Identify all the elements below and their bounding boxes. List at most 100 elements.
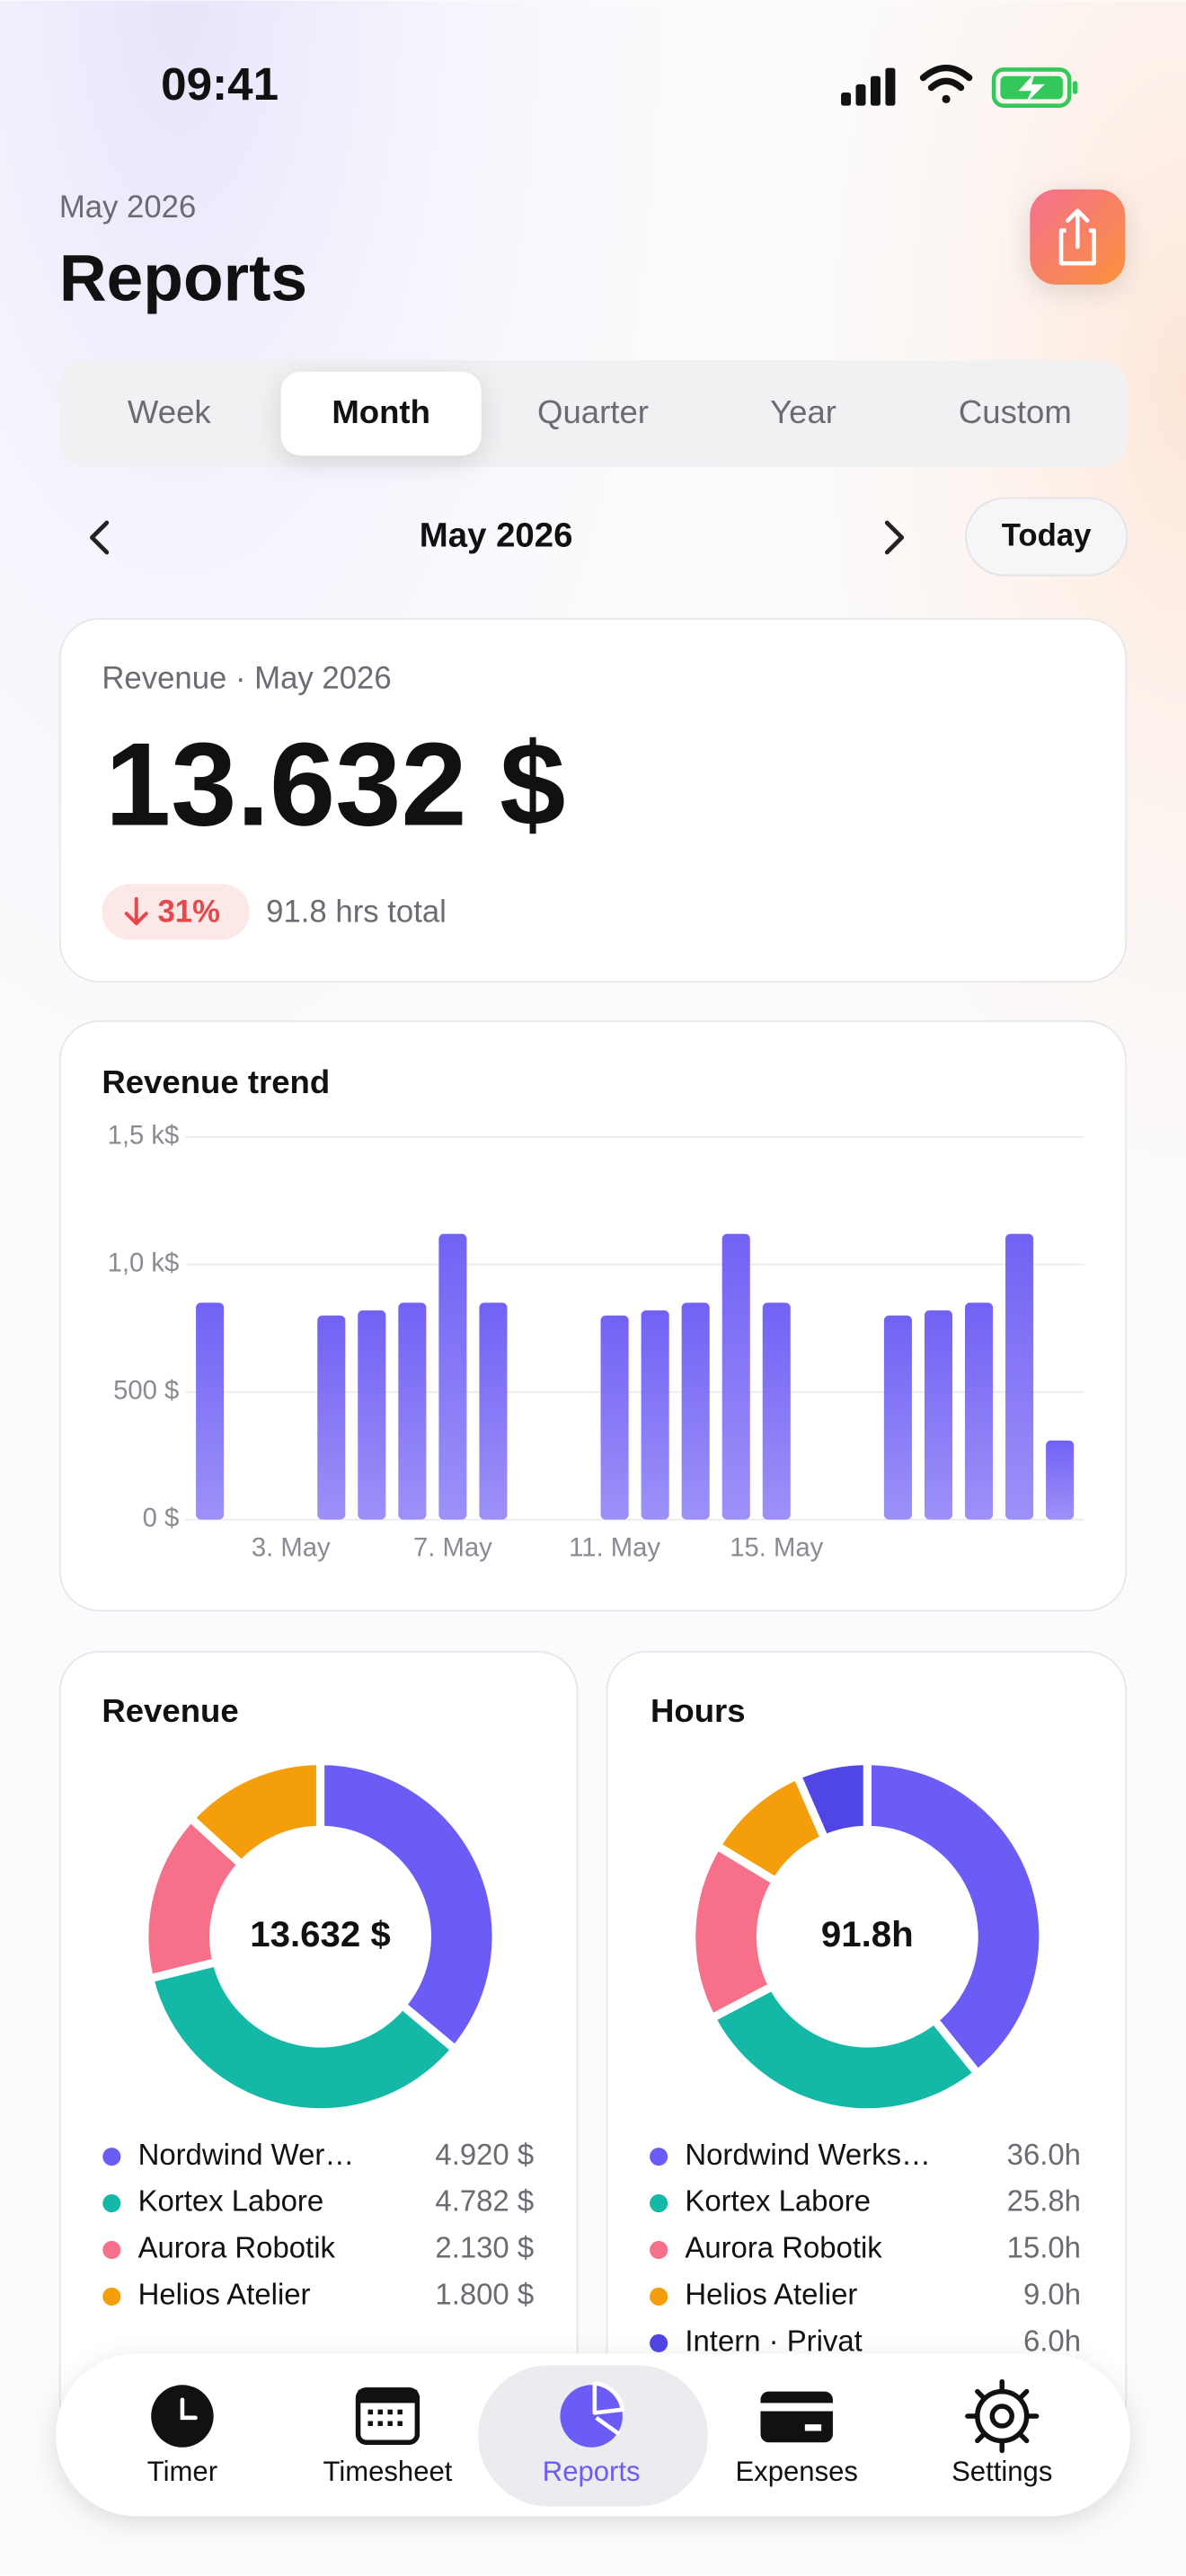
bar bbox=[964, 1302, 994, 1520]
x-tick-label: 15. May bbox=[730, 1533, 823, 1562]
header-subtitle: May 2026 bbox=[59, 190, 196, 225]
settings-icon[interactable] bbox=[965, 2378, 1040, 2454]
donut-center-label: 13.632 $ bbox=[250, 1914, 391, 1954]
y-tick-label: 0 $ bbox=[143, 1504, 180, 1533]
donut-segment bbox=[707, 1981, 982, 2117]
legend-marker bbox=[102, 2287, 121, 2306]
timer-icon[interactable] bbox=[151, 2385, 214, 2448]
legend-label: Aurora Robotik bbox=[685, 2231, 882, 2264]
donut-title: Revenue bbox=[102, 1692, 238, 1729]
trend-title: Revenue trend bbox=[102, 1063, 330, 1100]
tab-label[interactable]: Reports bbox=[543, 2456, 641, 2487]
y-tick-label: 1,5 k$ bbox=[108, 1122, 180, 1151]
status-time: 09:41 bbox=[161, 58, 279, 110]
bar bbox=[196, 1302, 225, 1520]
expenses-icon[interactable] bbox=[760, 2391, 833, 2443]
tab-label[interactable]: Expenses bbox=[735, 2456, 857, 2487]
bar bbox=[1005, 1233, 1034, 1520]
y-tick-label: 500 $ bbox=[113, 1377, 179, 1406]
legend-label: Aurora Robotik bbox=[138, 2231, 336, 2264]
bar bbox=[762, 1302, 791, 1520]
period-tab[interactable]: Year bbox=[770, 393, 836, 430]
legend-marker bbox=[650, 2194, 668, 2213]
legend-value: 4.782 $ bbox=[435, 2184, 534, 2218]
donut-segment bbox=[863, 1756, 1048, 2078]
summary-card bbox=[58, 618, 1128, 983]
donut-segment bbox=[186, 1756, 325, 1869]
donut-title: Hours bbox=[651, 1692, 746, 1729]
donut-segment bbox=[145, 1957, 460, 2117]
legend-marker bbox=[650, 2287, 668, 2306]
legend-label: Nordwind Werks… bbox=[685, 2138, 931, 2171]
bar bbox=[1046, 1440, 1075, 1520]
reports-icon[interactable] bbox=[560, 2381, 625, 2448]
today-button[interactable] bbox=[965, 497, 1128, 577]
summary-caption: Revenue · May 2026 bbox=[102, 662, 391, 696]
battery-icon bbox=[991, 67, 1078, 108]
down-arrow bbox=[124, 896, 148, 926]
legend-value: 2.130 $ bbox=[435, 2231, 534, 2264]
x-tick-label: 3. May bbox=[252, 1533, 331, 1562]
legend-marker bbox=[650, 2333, 668, 2352]
summary-hours: 91.8 hrs total bbox=[266, 895, 447, 929]
legend-value: 25.8h bbox=[1007, 2184, 1081, 2218]
legend-label: Kortex Labore bbox=[685, 2184, 871, 2218]
share-button[interactable] bbox=[1030, 189, 1126, 285]
y-tick-label: 1,0 k$ bbox=[108, 1249, 180, 1278]
bar bbox=[479, 1302, 508, 1520]
legend-marker bbox=[102, 2240, 121, 2260]
legend-value: 36.0h bbox=[1007, 2138, 1081, 2171]
period-tab[interactable]: Custom bbox=[959, 393, 1072, 430]
tab-label[interactable]: Timer bbox=[147, 2456, 217, 2487]
legend-label: Kortex Labore bbox=[138, 2184, 324, 2218]
period-tab[interactable]: Month bbox=[332, 393, 430, 430]
bar bbox=[721, 1233, 750, 1520]
legend-label: Helios Atelier bbox=[138, 2278, 311, 2311]
legend-value: 9.0h bbox=[1023, 2278, 1081, 2311]
donut-segment bbox=[315, 1756, 500, 2054]
signal-icon bbox=[841, 67, 896, 106]
legend-value: 6.0h bbox=[1023, 2325, 1081, 2358]
period-label: May 2026 bbox=[420, 516, 573, 555]
timesheet-icon[interactable] bbox=[355, 2387, 420, 2446]
bar bbox=[438, 1233, 467, 1520]
legend-label: Intern · Privat bbox=[685, 2325, 862, 2358]
x-tick-label: 7. May bbox=[413, 1533, 492, 1562]
legend-value: 4.920 $ bbox=[435, 2138, 534, 2171]
legend-value: 1.800 $ bbox=[435, 2278, 534, 2311]
next-button[interactable] bbox=[884, 520, 905, 555]
change-badge bbox=[102, 884, 250, 940]
bar bbox=[317, 1315, 346, 1520]
donut-center-label: 91.8h bbox=[821, 1914, 914, 1954]
legend-marker bbox=[102, 2148, 121, 2166]
period-tab[interactable]: Quarter bbox=[537, 393, 649, 430]
bar bbox=[600, 1315, 629, 1520]
x-tick-label: 11. May bbox=[569, 1533, 660, 1562]
legend-label: Helios Atelier bbox=[685, 2278, 857, 2311]
period-tab[interactable]: Week bbox=[128, 393, 211, 430]
bar bbox=[924, 1310, 953, 1520]
legend-marker bbox=[650, 2148, 668, 2166]
tab-label[interactable]: Timesheet bbox=[323, 2456, 452, 2487]
bar bbox=[883, 1315, 912, 1520]
tab-label[interactable]: Settings bbox=[951, 2456, 1052, 2487]
prev-button[interactable] bbox=[90, 520, 110, 555]
header-title: Reports bbox=[59, 242, 307, 314]
today-label[interactable]: Today bbox=[1002, 519, 1092, 553]
legend-label: Nordwind Wer… bbox=[138, 2138, 355, 2171]
bar bbox=[641, 1310, 669, 1520]
wifi-icon bbox=[919, 64, 973, 103]
summary-amount: 13.632 $ bbox=[105, 718, 565, 850]
legend-marker bbox=[102, 2194, 121, 2213]
bar bbox=[358, 1310, 386, 1520]
legend-marker bbox=[650, 2240, 668, 2260]
legend-value: 15.0h bbox=[1007, 2231, 1081, 2264]
bar bbox=[681, 1302, 710, 1520]
bar bbox=[398, 1302, 427, 1520]
change-value: 31% bbox=[158, 895, 221, 929]
tab-selected bbox=[280, 371, 482, 456]
donut-segment bbox=[792, 1756, 872, 1843]
